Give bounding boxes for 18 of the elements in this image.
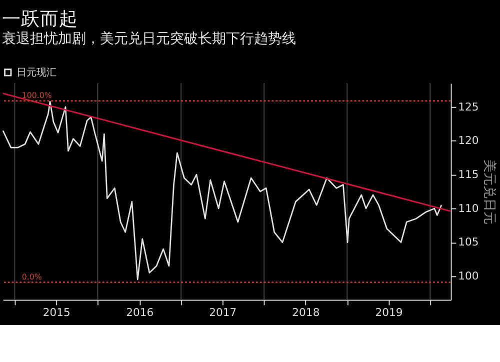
y-tick-label: 110 — [458, 202, 479, 215]
x-tick-label: 2019 — [375, 306, 403, 320]
legend-label: 日元现汇 — [16, 66, 57, 78]
y-tick-label: 115 — [458, 168, 479, 182]
chart-subtitle: 衰退担忧加剧，美元兑日元突破长期下行趋势线 — [2, 30, 296, 47]
y-tick-label: 100 — [458, 270, 479, 283]
y-tick-label: 125 — [458, 100, 479, 114]
line-series — [2, 100, 442, 280]
x-tick-label: 2017 — [209, 306, 237, 320]
annotation: 100.0% — [22, 90, 52, 100]
x-tick-label: 2016 — [126, 306, 154, 320]
y-axis-title: 美元兑日元 — [482, 160, 498, 225]
x-tick-label: 2015 — [42, 306, 70, 320]
x-tick-label: 2018 — [292, 306, 320, 320]
y-tick-label: 120 — [458, 134, 479, 148]
annotation: 0.0% — [22, 272, 42, 282]
y-tick-label: 105 — [458, 236, 479, 249]
chart-title: 一跃而起 — [2, 9, 78, 30]
